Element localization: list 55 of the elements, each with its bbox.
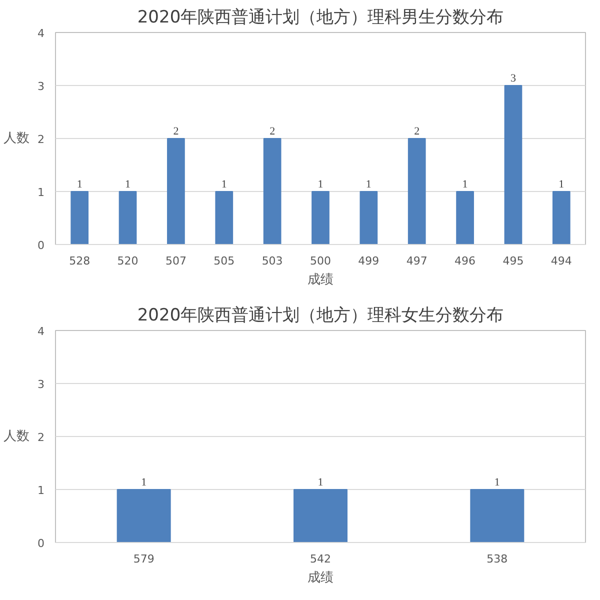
- x-tick-label: 520: [117, 254, 138, 268]
- x-tick-label: 496: [454, 254, 476, 268]
- y-tick-label: 4: [38, 325, 44, 338]
- x-tick-label: 542: [310, 552, 331, 566]
- x-tick-label: 500: [310, 254, 331, 268]
- data-label: 2: [173, 126, 179, 138]
- x-tick-label: 499: [358, 254, 380, 268]
- y-tick-label: 0: [38, 537, 44, 550]
- data-label: 1: [462, 178, 468, 190]
- y-axis-title: 人数: [4, 131, 30, 146]
- data-label: 3: [510, 72, 516, 84]
- data-label: 1: [221, 178, 227, 190]
- x-tick-label: 495: [502, 254, 524, 268]
- data-label: 1: [141, 476, 147, 488]
- y-tick-label: 2: [38, 133, 44, 146]
- y-tick-label: 1: [38, 484, 44, 497]
- data-label: 1: [494, 476, 500, 488]
- bar: [504, 85, 522, 244]
- x-tick-label: 497: [406, 254, 428, 268]
- data-label: 1: [125, 178, 131, 190]
- chart-title: 2020年陕西普通计划（地方）理科男生分数分布: [137, 8, 504, 28]
- x-tick-label: 579: [133, 552, 154, 566]
- data-label: 1: [366, 178, 372, 190]
- x-tick-label: 494: [550, 254, 572, 268]
- bar: [263, 138, 282, 244]
- y-tick-label: 2: [38, 431, 44, 444]
- chart-title: 2020年陕西普通计划（地方）理科女生分数分布: [137, 306, 504, 326]
- data-label: 2: [270, 126, 276, 138]
- data-label: 1: [558, 178, 564, 190]
- x-tick-label: 505: [214, 254, 235, 268]
- bar: [312, 191, 330, 244]
- bar: [118, 191, 137, 244]
- bar: [552, 191, 570, 244]
- bar: [408, 138, 426, 244]
- y-tick-label: 3: [38, 80, 44, 93]
- y-tick-label: 3: [38, 378, 44, 391]
- x-tick-label: 503: [262, 254, 283, 268]
- bar: [215, 191, 234, 244]
- bar: [167, 138, 185, 244]
- x-tick-label: 507: [165, 254, 186, 268]
- data-label: 1: [318, 178, 324, 190]
- x-axis-title: 成绩: [308, 570, 334, 586]
- y-tick-label: 0: [38, 239, 44, 252]
- data-label: 1: [76, 178, 82, 190]
- y-axis-title: 人数: [4, 429, 30, 444]
- y-tick-label: 1: [38, 186, 44, 199]
- bar: [456, 191, 474, 244]
- x-tick-label: 528: [69, 254, 90, 268]
- y-tick-label: 4: [38, 27, 44, 40]
- x-axis-title: 成绩: [308, 272, 334, 288]
- x-tick-label: 538: [486, 552, 508, 566]
- bar: [70, 191, 89, 244]
- bar: [360, 191, 378, 244]
- data-label: 2: [414, 126, 420, 138]
- data-label: 1: [318, 476, 324, 488]
